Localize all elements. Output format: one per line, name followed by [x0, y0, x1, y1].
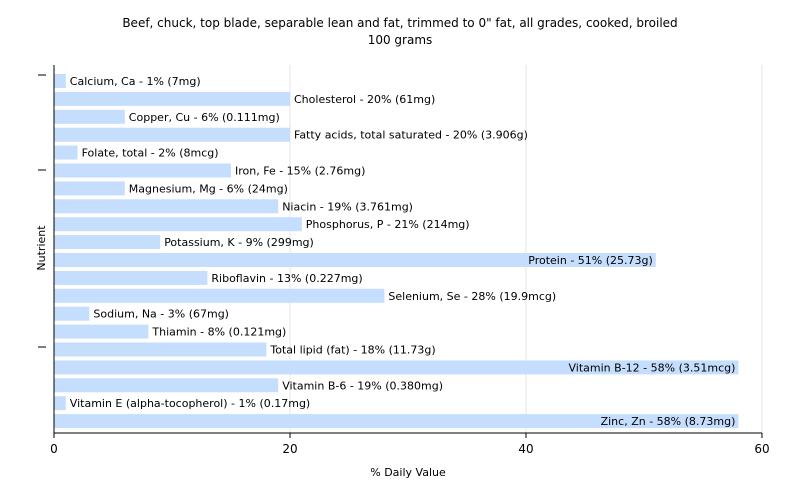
x-axis-title: % Daily Value [370, 466, 446, 479]
data-label: Zinc, Zn - 58% (8.73mg) [601, 415, 736, 428]
data-label: Cholesterol - 20% (61mg) [294, 93, 435, 106]
bar [54, 324, 149, 339]
bar [54, 109, 125, 124]
data-label: Riboflavin - 13% (0.227mg) [211, 272, 362, 285]
bar [54, 91, 290, 106]
bar [54, 306, 90, 321]
chart-title: Beef, chuck, top blade, separable lean a… [122, 16, 677, 30]
data-label: Total lipid (fat) - 18% (11.73g) [269, 344, 435, 357]
data-label: Iron, Fe - 15% (2.76mg) [235, 165, 365, 178]
data-label: Potassium, K - 9% (299mg) [164, 236, 314, 249]
y-axis-title: Nutrient [35, 225, 48, 271]
bar [54, 414, 739, 429]
x-tick-label: 60 [754, 442, 769, 456]
data-label: Niacin - 19% (3.761mg) [282, 200, 413, 213]
data-label: Magnesium, Mg - 6% (24mg) [129, 182, 288, 195]
axes: 0 20 40 60 [38, 65, 770, 456]
data-label: Selenium, Se - 28% (19.9mcg) [388, 290, 556, 303]
x-tick-label: 40 [518, 442, 533, 456]
data-label: Calcium, Ca - 1% (7mg) [70, 75, 201, 88]
bar [54, 342, 267, 357]
data-label: Protein - 51% (25.73g) [528, 254, 653, 267]
chart-subtitle: 100 grams [368, 33, 433, 47]
data-label: Vitamin E (alpha-tocopherol) - 1% (0.17m… [70, 397, 310, 410]
data-label: Phosphorus, P - 21% (214mg) [306, 218, 470, 231]
bar [54, 145, 78, 160]
bar [54, 360, 739, 375]
bar [54, 199, 279, 214]
data-label: Vitamin B-12 - 58% (3.51mcg) [569, 361, 736, 374]
bar [54, 378, 279, 393]
bar [54, 253, 656, 267]
grid [289, 65, 763, 433]
bar [54, 163, 231, 178]
bars: Calcium, Ca - 1% (7mg) Cholesterol - 20% … [54, 74, 739, 429]
data-label: Sodium, Na - 3% (67mg) [93, 308, 229, 321]
data-label: Vitamin B-6 - 19% (0.380mg) [282, 379, 443, 392]
data-label: Copper, Cu - 6% (0.111mg) [129, 111, 280, 124]
bar [54, 181, 125, 196]
bar [54, 217, 302, 232]
bar [54, 396, 66, 411]
data-label: Fatty acids, total saturated - 20% (3.90… [294, 129, 528, 142]
bar [54, 127, 290, 142]
bar [54, 235, 161, 250]
x-tick-label: 0 [50, 442, 58, 456]
data-label: Folate, total - 2% (8mcg) [82, 147, 219, 160]
data-label: Thiamin - 8% (0.121mg) [151, 326, 286, 339]
x-tick-label: 20 [282, 442, 297, 456]
bar [54, 270, 208, 285]
bar [54, 288, 385, 303]
bar [54, 74, 66, 88]
